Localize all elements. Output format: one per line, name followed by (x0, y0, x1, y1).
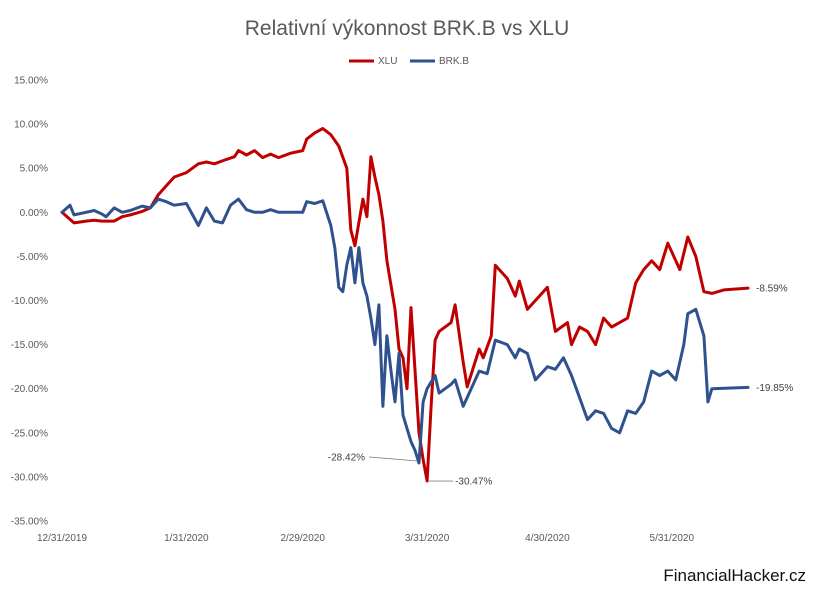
annotation-label: -28.42% (328, 452, 365, 463)
end-label-brkb: -19.85% (756, 383, 793, 394)
y-tick-label: 15.00% (14, 76, 48, 87)
series-layer: -8.59% -19.85% (60, 127, 793, 483)
y-tick-label: -25.00% (11, 428, 48, 439)
y-tick-label: -10.00% (11, 296, 48, 307)
y-tick-label: -5.00% (16, 252, 48, 263)
annotation-layer: -28.42% -30.47% (328, 452, 493, 487)
y-axis: 15.00% 10.00% 5.00% 0.00% -5.00% -10.00% -15.0… (11, 76, 48, 528)
legend-label-xlu: XLU (378, 56, 397, 67)
x-axis: 12/31/2019 1/31/2020 2/29/2020 3/31/2020 4/3… (37, 533, 694, 544)
x-tick-label: 12/31/2019 (37, 533, 87, 544)
y-tick-label: -15.00% (11, 340, 48, 351)
series-line-xlu (60, 127, 750, 483)
x-tick-label: 1/31/2020 (164, 533, 209, 544)
legend: XLU BRK.B (349, 56, 469, 67)
series-line-brkb (60, 197, 750, 465)
y-tick-label: 0.00% (20, 208, 48, 219)
y-tick-label: -30.00% (11, 472, 48, 483)
x-tick-label: 5/31/2020 (650, 533, 695, 544)
chart-title: Relativní výkonnost BRK.B vs XLU (245, 17, 569, 40)
annotation-label: -30.47% (455, 477, 492, 488)
annotation-leader (369, 456, 418, 462)
x-tick-label: 3/31/2020 (405, 533, 450, 544)
legend-label-brkb: BRK.B (439, 56, 469, 67)
brand-watermark: FinancialHacker.cz (663, 566, 806, 585)
x-tick-label: 2/29/2020 (280, 533, 325, 544)
y-tick-label: 5.00% (20, 164, 48, 175)
y-tick-label: -20.00% (11, 384, 48, 395)
y-tick-label: 10.00% (14, 120, 48, 131)
x-tick-label: 4/30/2020 (525, 533, 570, 544)
end-label-xlu: -8.59% (756, 284, 788, 295)
y-tick-label: -35.00% (11, 517, 48, 528)
